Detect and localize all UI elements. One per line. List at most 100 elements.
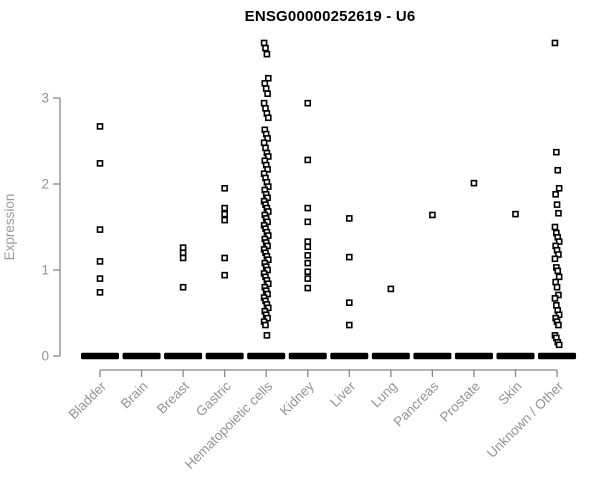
data-point — [345, 215, 353, 222]
data-point — [304, 252, 312, 259]
data-point — [264, 183, 272, 190]
data-point — [264, 242, 271, 250]
data-point — [179, 249, 187, 257]
data-point — [551, 223, 559, 231]
data-point — [553, 201, 561, 208]
data-point — [264, 114, 272, 122]
data-point — [221, 204, 228, 212]
x-category-label: Kidney — [277, 378, 317, 418]
data-point — [96, 275, 104, 282]
data-point — [179, 283, 187, 291]
data-point — [264, 74, 272, 82]
data-point — [264, 90, 271, 97]
data-point — [264, 232, 272, 239]
data-point — [345, 253, 353, 261]
zero-overplot-bar — [122, 352, 161, 360]
chart-title: ENSG00000252619 - U6 — [244, 8, 416, 25]
data-point — [555, 321, 562, 329]
data-point — [264, 135, 271, 142]
zero-overplot-bar — [454, 352, 493, 360]
data-point — [554, 166, 562, 174]
data-point — [264, 280, 272, 288]
data-point — [551, 295, 559, 302]
zero-overplot-bar — [371, 352, 410, 360]
y-axis-title: Expression — [2, 194, 17, 261]
data-point — [179, 254, 187, 262]
x-category-label: Pancreas — [391, 378, 442, 429]
data-point — [470, 179, 478, 187]
x-category-label: Brain — [118, 379, 151, 412]
data-point — [555, 251, 562, 258]
data-point — [221, 210, 228, 218]
data-point — [304, 268, 312, 276]
data-point — [263, 332, 271, 339]
data-point — [304, 284, 312, 292]
data-point — [555, 341, 563, 349]
data-point — [96, 226, 104, 233]
zero-overplot-bar — [247, 352, 286, 360]
data-point — [264, 194, 271, 202]
data-point — [387, 285, 395, 293]
data-point — [429, 211, 436, 219]
data-point — [264, 208, 272, 215]
data-point — [553, 301, 560, 309]
x-category-label: Prostate — [437, 379, 483, 425]
x-category-label: Liver — [327, 378, 359, 410]
data-point — [345, 299, 353, 306]
x-category-label: Unknown / Other — [484, 378, 567, 461]
data-point — [554, 267, 562, 275]
y-tick-label: 3 — [41, 91, 49, 106]
data-point — [555, 238, 563, 245]
y-tick-label: 1 — [41, 263, 49, 278]
data-point — [264, 266, 271, 274]
data-point — [264, 153, 272, 160]
data-point — [96, 123, 104, 130]
data-point — [262, 105, 269, 112]
data-point — [304, 243, 312, 251]
data-point — [221, 216, 228, 224]
x-category-label: Bladder — [66, 378, 110, 422]
data-point — [262, 85, 270, 92]
zero-overplot-bar — [288, 352, 327, 360]
zero-overplot-bar — [538, 352, 577, 360]
data-point — [96, 160, 104, 167]
data-point — [551, 255, 559, 263]
data-point — [304, 204, 312, 212]
data-point — [304, 156, 312, 164]
data-point — [260, 139, 268, 147]
zero-overplot-bar — [413, 352, 452, 360]
x-category-label: Skin — [495, 379, 524, 408]
data-point — [551, 39, 559, 47]
data-point — [264, 166, 271, 173]
data-point — [260, 99, 268, 107]
zero-overplot-bar — [205, 352, 244, 360]
data-point — [221, 271, 228, 279]
data-point — [555, 185, 563, 192]
data-point — [555, 209, 562, 217]
data-point — [304, 99, 312, 107]
data-point — [264, 304, 272, 312]
zero-overplot-bar — [496, 352, 535, 360]
y-tick-label: 0 — [41, 349, 49, 364]
x-category-label: Lung — [368, 379, 400, 411]
data-point — [552, 191, 559, 198]
data-point — [264, 218, 271, 226]
data-point — [264, 290, 271, 298]
data-point — [262, 144, 269, 152]
data-point — [304, 275, 312, 282]
data-point — [555, 291, 562, 299]
data-point — [263, 50, 271, 58]
data-point — [179, 244, 187, 251]
data-point — [345, 321, 353, 329]
data-point — [264, 314, 271, 322]
data-point — [96, 258, 104, 265]
data-point — [304, 259, 312, 267]
data-point — [552, 278, 559, 286]
data-point — [262, 44, 269, 52]
data-point — [553, 148, 560, 156]
data-point — [96, 289, 104, 296]
data-point — [512, 210, 519, 218]
data-point — [304, 238, 312, 245]
